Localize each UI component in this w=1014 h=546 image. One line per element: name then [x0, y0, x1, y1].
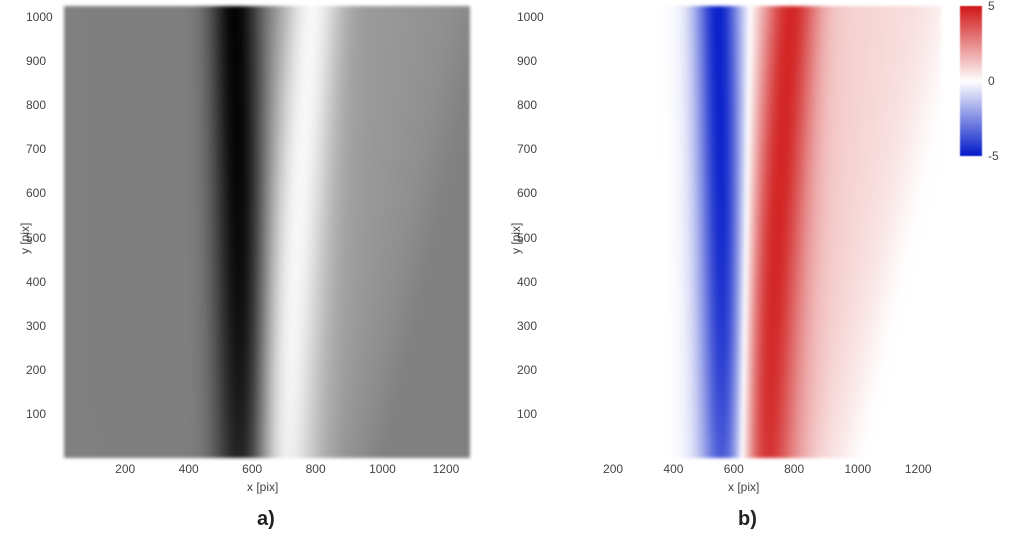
- y-tick-label: 500: [517, 231, 537, 245]
- y-tick-label: 200: [26, 363, 46, 377]
- x-tick-label: 1200: [905, 462, 932, 476]
- x-tick-label: 400: [179, 462, 199, 476]
- y-tick-label: 800: [517, 98, 537, 112]
- colorbar-tick-label: 0: [988, 74, 995, 88]
- panel-b-xlabel: x [pix]: [728, 480, 759, 494]
- x-tick-label: 400: [663, 462, 683, 476]
- panel-a-xlabel: x [pix]: [247, 480, 278, 494]
- panel-b: [555, 6, 941, 458]
- panel-b-caption: b): [738, 508, 757, 531]
- y-tick-label: 200: [517, 363, 537, 377]
- panel-a: [64, 6, 470, 458]
- y-tick-label: 900: [517, 54, 537, 68]
- x-tick-label: 600: [242, 462, 262, 476]
- x-tick-label: 1000: [844, 462, 871, 476]
- figure: x [pix] y [pix] a) x [pix] y [pix] b) 20…: [0, 0, 1014, 546]
- y-tick-label: 400: [26, 275, 46, 289]
- x-tick-label: 800: [784, 462, 804, 476]
- y-tick-label: 1000: [26, 10, 53, 24]
- y-tick-label: 400: [517, 275, 537, 289]
- panel-a-heatmap: [64, 6, 470, 458]
- x-tick-label: 1200: [433, 462, 460, 476]
- x-tick-label: 600: [724, 462, 744, 476]
- colorbar-tick-label: 5: [988, 0, 995, 13]
- x-tick-label: 800: [306, 462, 326, 476]
- y-tick-label: 900: [26, 54, 46, 68]
- panel-a-caption: a): [257, 508, 275, 531]
- y-tick-label: 800: [26, 98, 46, 112]
- x-tick-label: 1000: [369, 462, 396, 476]
- colorbar-tick-label: -5: [988, 149, 999, 163]
- x-tick-label: 200: [115, 462, 135, 476]
- panel-b-colorbar: [960, 6, 982, 156]
- y-tick-label: 700: [26, 142, 46, 156]
- x-tick-label: 200: [603, 462, 623, 476]
- y-tick-label: 300: [26, 319, 46, 333]
- panel-b-heatmap: [555, 6, 941, 458]
- y-tick-label: 600: [26, 186, 46, 200]
- y-tick-label: 600: [517, 186, 537, 200]
- y-tick-label: 1000: [517, 10, 544, 24]
- y-tick-label: 700: [517, 142, 537, 156]
- y-tick-label: 100: [26, 407, 46, 421]
- y-tick-label: 500: [26, 231, 46, 245]
- y-tick-label: 300: [517, 319, 537, 333]
- y-tick-label: 100: [517, 407, 537, 421]
